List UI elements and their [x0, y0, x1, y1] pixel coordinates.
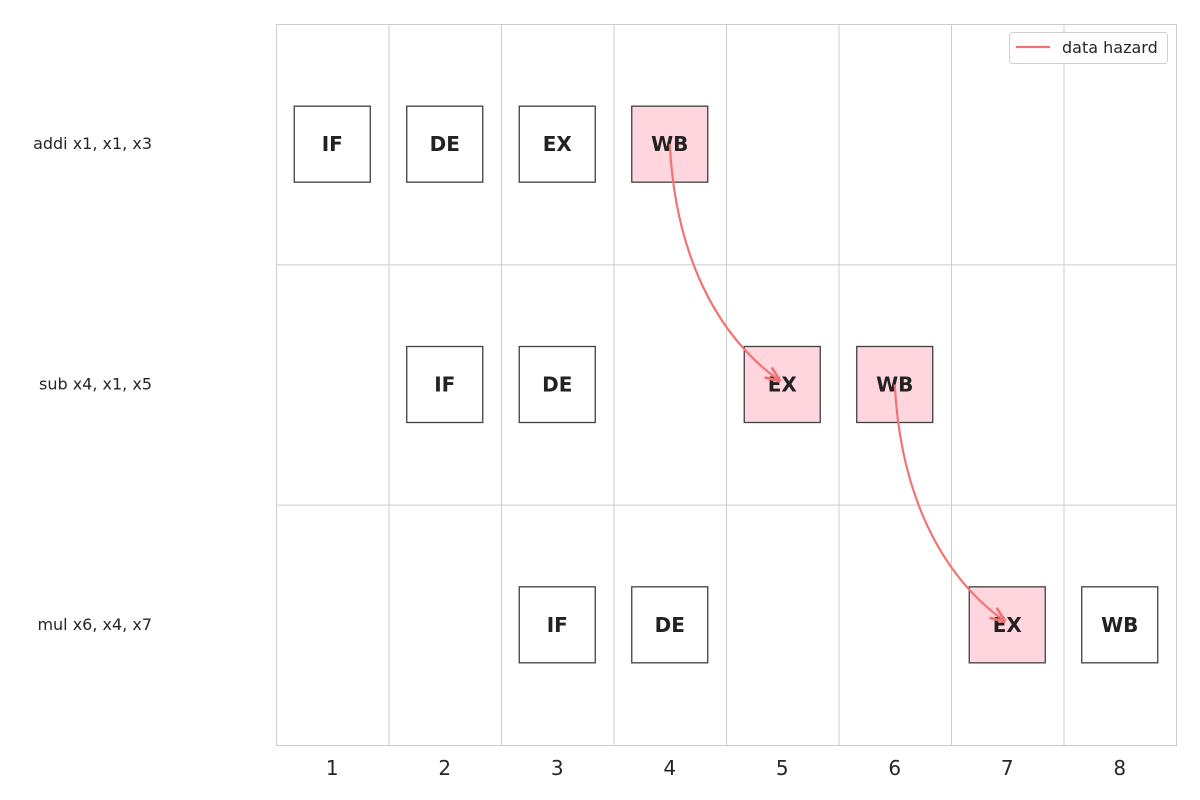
cycle-tick-label: 7 [1001, 756, 1014, 780]
stage-label: DE [430, 132, 460, 156]
legend-box [1009, 32, 1168, 64]
stage-box [518, 345, 596, 424]
cycle-tick-label: 2 [438, 756, 451, 780]
stage-box [518, 105, 596, 183]
cycle-tick-label: 4 [663, 756, 676, 780]
instruction-label: mul x6, x4, x7 [37, 615, 152, 634]
cycle-tick-label: 1 [326, 756, 339, 780]
cycle-tick-label: 8 [1113, 756, 1126, 780]
hazard-arrow [893, 384, 1005, 620]
hazard-arrow [668, 144, 780, 380]
legend: data hazard [1009, 32, 1168, 64]
stage-label: EX [543, 132, 573, 156]
hazard-arrows [668, 144, 1005, 621]
cycle-tick-label: 3 [551, 756, 564, 780]
stage-box [406, 345, 484, 424]
stage-box [743, 345, 821, 424]
stage-label: DE [542, 372, 572, 396]
instruction-label: sub x4, x1, x5 [39, 374, 152, 393]
stage-label: WB [1101, 613, 1138, 637]
stage-label: DE [655, 613, 685, 637]
stage-box [1081, 586, 1159, 664]
instruction-label: addi x1, x1, x3 [33, 134, 152, 153]
stage-box [293, 105, 371, 183]
stage-box [518, 586, 596, 664]
cycle-tick-label: 5 [776, 756, 789, 780]
stage-label: IF [547, 613, 568, 637]
stage-box [968, 586, 1046, 664]
stage-box [406, 105, 484, 183]
grid-lines [276, 24, 1176, 745]
axis-labels: 1 2 3 4 5 6 7 8 addi x1, x1, x3 sub x4, x1, x5 mul… [33, 134, 1126, 780]
legend-label: data hazard [1062, 38, 1158, 57]
stage-box [631, 586, 709, 664]
cycle-tick-label: 6 [888, 756, 901, 780]
stage-label: IF [322, 132, 343, 156]
stage-label: IF [434, 372, 455, 396]
